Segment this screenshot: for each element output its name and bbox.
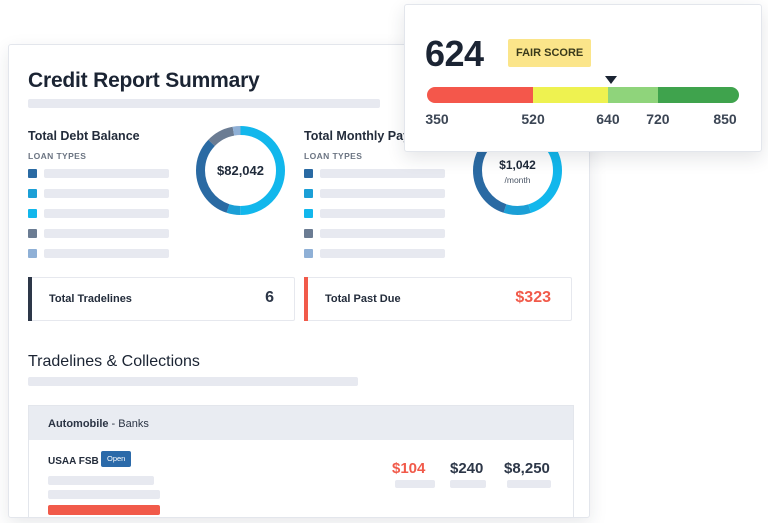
loan-type-swatch [304,249,313,258]
tradeline-category: Automobile - Banks [48,418,149,430]
creditor-name: USAA FSB [48,456,99,467]
status-badge: Open [101,451,132,467]
category-sub: - Banks [108,418,149,430]
past-due-bar [48,505,160,515]
total-past-due-value: $323 [515,289,551,306]
score-tick-label: 520 [521,111,545,127]
score-scale-bar [427,87,739,103]
score-pointer-icon [605,76,617,84]
score-band [427,87,534,103]
loan-type-swatch [28,249,37,258]
monthly-donut-value: $1,042 [499,158,536,172]
score-tick-label: 850 [713,111,737,127]
placeholder-line [395,480,435,488]
score-band [533,87,608,103]
total-tradelines-value: 6 [265,289,274,306]
loan-type-placeholder [44,229,169,238]
total-tradelines-box: Total Tradelines 6 [28,277,295,321]
monthly-donut-sub: /month [504,175,531,185]
score-tick-label: 720 [646,111,670,127]
tradeline-amount-balance: $8,250 [504,460,550,477]
loan-type-placeholder [320,189,445,198]
total-tradelines-label: Total Tradelines [49,293,132,305]
accent-bar [28,277,32,321]
loan-type-swatch [28,229,37,238]
loan-types-label: LOAN TYPES [304,151,363,161]
placeholder-line [507,480,551,488]
loan-type-placeholder [44,189,169,198]
loan-type-swatch [304,229,313,238]
monthly-payment-label: Total Monthly Pay [304,129,411,143]
placeholder-line [48,476,154,485]
tradelines-section-title: Tradelines & Collections [28,353,200,370]
loan-type-placeholder [44,209,169,218]
loan-type-placeholder [44,249,169,258]
tradeline-amount-payment: $240 [450,460,484,477]
score-band [657,87,739,103]
tradeline-panel[interactable]: Automobile - Banks USAA FSB Open $104 $2… [28,405,574,517]
loan-type-swatch [28,209,37,218]
score-tick-label: 640 [596,111,620,127]
placeholder-line [28,99,380,108]
placeholder-line [48,490,160,499]
loan-type-swatch [304,189,313,198]
donut-segment [473,126,562,215]
total-past-due-box: Total Past Due $323 [304,277,572,321]
donut-segment [196,126,285,215]
loan-type-swatch [304,209,313,218]
score-rating-badge: FAIR SCORE [508,39,592,67]
loan-type-placeholder [44,169,169,178]
loan-type-placeholder [320,169,445,178]
placeholder-line [450,480,486,488]
score-tick-label: 350 [425,111,449,127]
page-title: Credit Report Summary [28,69,260,92]
loan-type-placeholder [320,249,445,258]
loan-type-placeholder [320,229,445,238]
credit-score-card: 624 FAIR SCORE 350 520 640 720 850 [404,4,762,152]
placeholder-line [28,377,358,386]
tradeline-category-header[interactable]: Automobile - Banks [29,406,573,440]
loan-types-label: LOAN TYPES [28,151,87,161]
loan-type-placeholder [320,209,445,218]
loan-type-swatch [304,169,313,178]
category-name: Automobile [48,418,109,430]
total-past-due-label: Total Past Due [325,293,401,305]
donut-segment [196,126,285,215]
accent-bar [304,277,308,321]
credit-score-value: 624 [425,33,484,74]
score-band [607,87,658,103]
loan-type-swatch [28,169,37,178]
loan-type-swatch [28,189,37,198]
debt-balance-label: Total Debt Balance [28,129,140,143]
tradeline-amount-past-due: $104 [392,460,426,477]
debt-donut-value: $82,042 [217,163,264,178]
debt-donut-chart [196,126,285,215]
